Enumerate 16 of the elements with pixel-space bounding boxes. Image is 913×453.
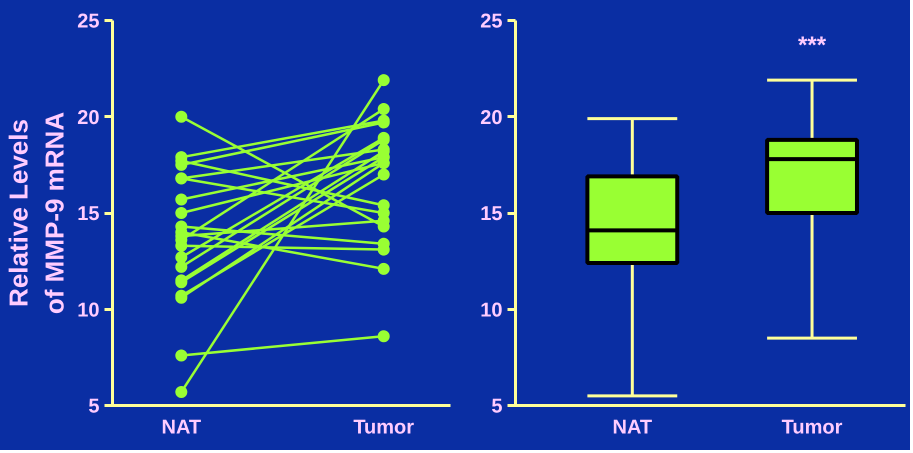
x-tick-label: NAT: [162, 416, 202, 438]
y-tick-label: 15: [77, 203, 100, 225]
x-tick-label: NAT: [612, 416, 652, 438]
y-tick-label: 10: [480, 299, 503, 322]
y-tick-label: 10: [77, 299, 100, 322]
x-tick-label: Tumor: [782, 416, 843, 438]
y-tick-label: 25: [77, 10, 100, 32]
x-tick-label: Tumor: [353, 416, 414, 438]
y-axis-title: Relative Levels of MMP-9 mRNA: [3, 112, 70, 314]
annotation: ***: [798, 32, 827, 59]
y-tick-label: 15: [480, 203, 503, 225]
y-tick-label: 20: [77, 106, 100, 129]
y-tick-label: 5: [88, 396, 100, 418]
y-tick-label: 20: [480, 106, 503, 129]
y-tick-label: 25: [480, 10, 503, 32]
y-tick-label: 5: [491, 396, 502, 418]
